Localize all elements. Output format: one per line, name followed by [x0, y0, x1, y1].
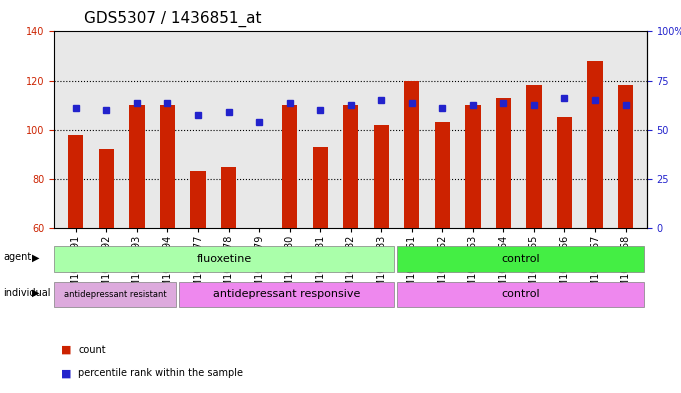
Bar — [68, 134, 84, 228]
Text: ▶: ▶ — [32, 252, 40, 263]
Text: antidepressant resistant: antidepressant resistant — [64, 290, 167, 299]
Bar — [434, 122, 450, 228]
Bar — [465, 105, 481, 228]
Bar — [160, 105, 175, 228]
Bar — [221, 167, 236, 228]
Text: control: control — [501, 289, 540, 299]
FancyBboxPatch shape — [398, 246, 644, 272]
Bar — [557, 118, 572, 228]
Text: ■: ■ — [61, 368, 72, 378]
Bar — [496, 98, 511, 228]
Bar — [618, 85, 633, 228]
Text: percentile rank within the sample: percentile rank within the sample — [78, 368, 243, 378]
Bar — [99, 149, 114, 228]
Text: individual: individual — [3, 288, 51, 298]
Text: agent: agent — [3, 252, 31, 263]
Bar — [282, 105, 298, 228]
Text: ▶: ▶ — [32, 288, 40, 298]
Text: fluoxetine: fluoxetine — [197, 254, 252, 264]
Bar — [129, 105, 144, 228]
Bar — [343, 105, 358, 228]
Bar — [526, 85, 541, 228]
Text: GDS5307 / 1436851_at: GDS5307 / 1436851_at — [84, 11, 262, 27]
Bar — [404, 81, 419, 228]
FancyBboxPatch shape — [54, 246, 394, 272]
FancyBboxPatch shape — [398, 282, 644, 307]
Bar — [374, 125, 389, 228]
Text: count: count — [78, 345, 106, 355]
Bar — [191, 171, 206, 228]
Text: control: control — [501, 254, 540, 264]
FancyBboxPatch shape — [179, 282, 394, 307]
Text: ■: ■ — [61, 345, 72, 355]
FancyBboxPatch shape — [54, 282, 176, 307]
Bar — [313, 147, 328, 228]
Text: antidepressant responsive: antidepressant responsive — [213, 289, 360, 299]
Bar — [588, 61, 603, 228]
